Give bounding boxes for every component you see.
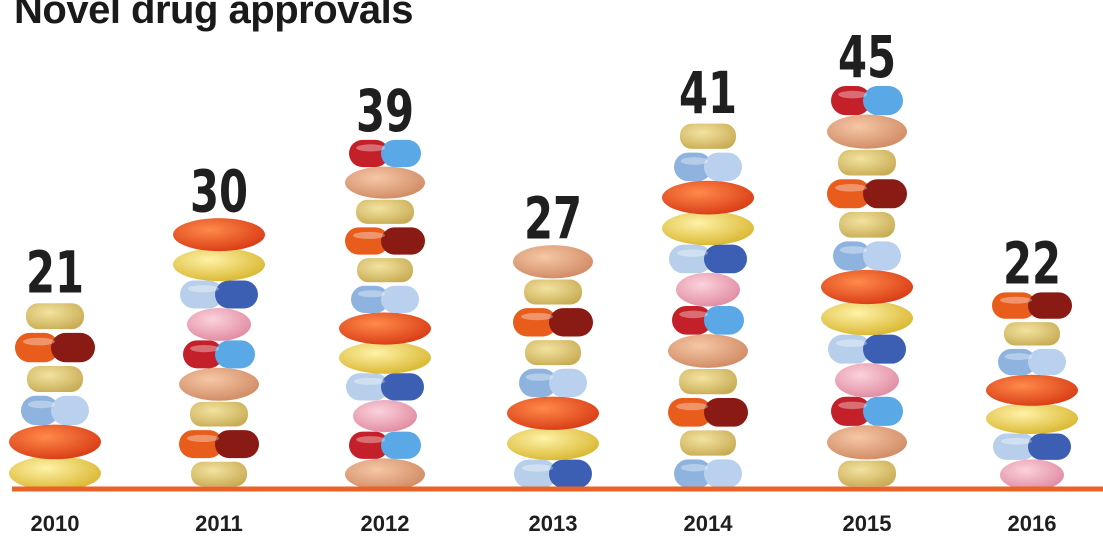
pill (668, 397, 748, 427)
pill (27, 366, 83, 392)
year-label: 2011 (195, 511, 243, 536)
pill-stack (9, 303, 101, 491)
year-label: 2012 (361, 511, 410, 536)
pill (828, 334, 906, 364)
pill (345, 458, 425, 491)
pill-stacks (9, 86, 1078, 491)
pill (519, 368, 587, 398)
pill (21, 395, 89, 426)
pill-stack (507, 245, 599, 489)
pill (662, 211, 754, 246)
pill (9, 424, 101, 460)
pill (674, 152, 742, 182)
pill (191, 461, 247, 487)
pill (676, 272, 740, 307)
pill (357, 258, 413, 283)
pill (180, 280, 258, 309)
pill (346, 373, 424, 401)
pill (353, 400, 417, 433)
pill (674, 459, 742, 489)
year-label: 2013 (529, 511, 578, 536)
pill (345, 166, 425, 199)
pill (992, 292, 1072, 319)
pill (349, 139, 421, 168)
pill (679, 368, 737, 395)
year-label: 2014 (684, 511, 734, 536)
value-label: 21 (26, 239, 84, 307)
pill (173, 218, 265, 252)
pill (524, 279, 582, 305)
value-labels: 21 30 39 27 41 45 22 (26, 23, 1061, 306)
pill (827, 179, 907, 209)
pill (15, 332, 95, 363)
value-label: 41 (679, 59, 737, 127)
pill (821, 269, 913, 305)
chart-title: Novel drug approvals (14, 0, 413, 32)
pill (507, 426, 599, 461)
pill (993, 433, 1071, 460)
value-label: 39 (356, 77, 414, 145)
pill (998, 348, 1066, 376)
pill (986, 374, 1078, 406)
pill (179, 367, 259, 401)
pill (838, 460, 896, 487)
value-label: 22 (1003, 230, 1061, 298)
pill (525, 340, 581, 366)
pill (662, 180, 754, 215)
pill (1004, 322, 1060, 346)
pill (507, 396, 599, 430)
pill (26, 303, 84, 330)
year-labels: 2010 2011 2012 2013 2014 2015 2016 (31, 511, 1057, 536)
pill-stack (986, 292, 1078, 491)
pill (838, 149, 896, 176)
pill-stack (339, 139, 431, 491)
value-label: 27 (524, 185, 582, 253)
pill (339, 341, 431, 374)
year-label: 2010 (31, 511, 80, 536)
pill (173, 248, 265, 282)
pill (831, 86, 903, 116)
pill (9, 456, 101, 491)
pill-stack (662, 123, 754, 489)
pill (821, 300, 913, 336)
pill (839, 212, 895, 238)
pill (680, 123, 736, 149)
pill (680, 430, 736, 456)
pill (190, 401, 248, 427)
pill (827, 114, 907, 149)
pill (351, 285, 419, 313)
year-label: 2015 (843, 511, 892, 536)
pill (356, 199, 414, 224)
value-label: 30 (190, 158, 248, 226)
pill (827, 425, 907, 460)
pill (672, 305, 744, 335)
pill (513, 245, 593, 279)
pill (179, 430, 259, 459)
pill (1000, 459, 1064, 491)
pill (669, 244, 747, 274)
pill (668, 334, 748, 368)
pill (187, 307, 251, 341)
pill (833, 241, 901, 271)
pill (514, 459, 592, 489)
value-label: 45 (838, 23, 896, 91)
year-label: 2016 (1008, 511, 1057, 536)
pill (835, 363, 899, 398)
pill (345, 227, 425, 255)
pill (349, 431, 421, 459)
pill-stack (821, 86, 913, 487)
pill (513, 308, 593, 337)
pill-stack (173, 218, 265, 487)
pill (183, 340, 255, 369)
pill (986, 402, 1078, 434)
pill (831, 396, 903, 426)
pill (339, 312, 431, 345)
